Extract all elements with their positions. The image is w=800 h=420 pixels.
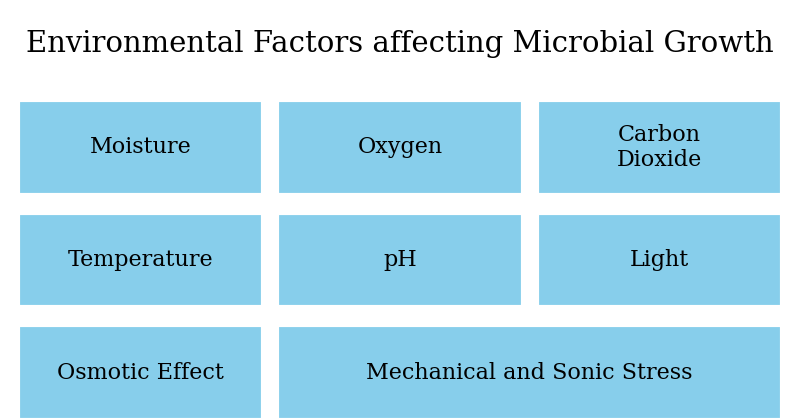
Text: Osmotic Effect: Osmotic Effect — [58, 362, 224, 383]
FancyBboxPatch shape — [278, 326, 782, 420]
Text: Carbon
Dioxide: Carbon Dioxide — [617, 123, 702, 171]
FancyBboxPatch shape — [18, 213, 263, 307]
FancyBboxPatch shape — [537, 100, 782, 194]
Text: Mechanical and Sonic Stress: Mechanical and Sonic Stress — [366, 362, 693, 383]
Text: pH: pH — [383, 249, 417, 271]
Text: Environmental Factors affecting Microbial Growth: Environmental Factors affecting Microbia… — [26, 30, 774, 58]
FancyBboxPatch shape — [18, 326, 263, 420]
Text: Temperature: Temperature — [68, 249, 214, 271]
FancyBboxPatch shape — [18, 100, 263, 194]
Text: Light: Light — [630, 249, 689, 271]
Text: Oxygen: Oxygen — [358, 136, 442, 158]
Text: Moisture: Moisture — [90, 136, 191, 158]
FancyBboxPatch shape — [537, 213, 782, 307]
FancyBboxPatch shape — [278, 100, 522, 194]
FancyBboxPatch shape — [278, 213, 522, 307]
